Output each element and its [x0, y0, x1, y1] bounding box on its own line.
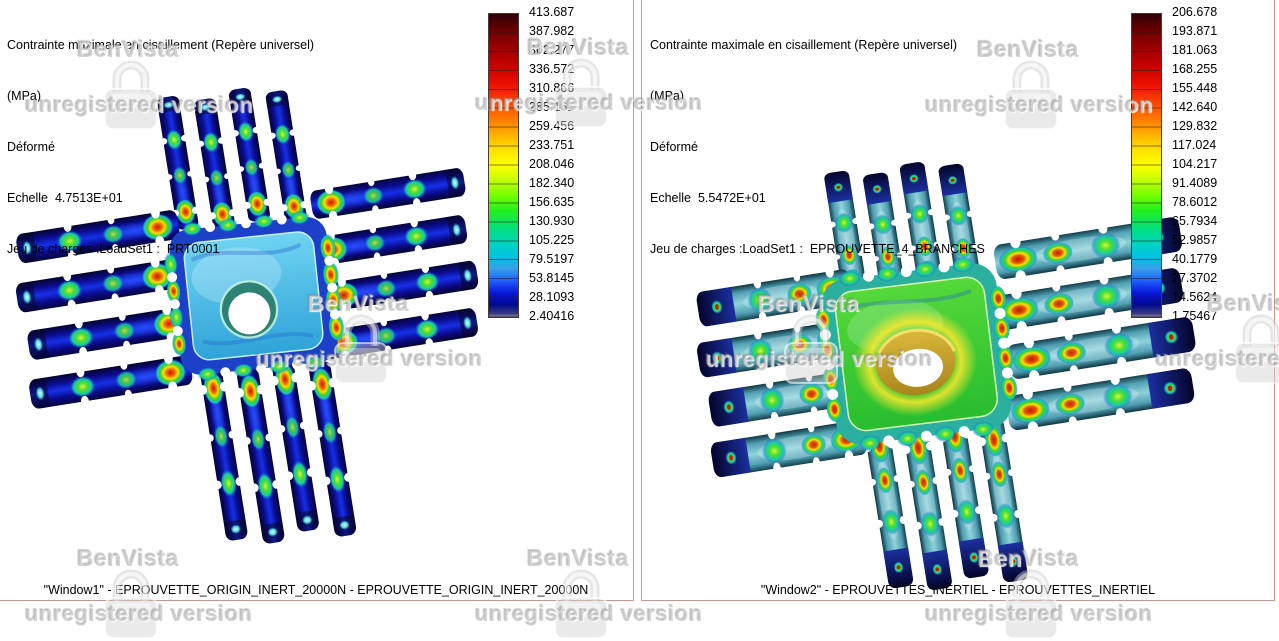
- result-header: Contrainte maximale en cisaillement (Rep…: [7, 3, 314, 292]
- legend-value: 208.046: [529, 157, 575, 171]
- fea-results-screen: { "watermark": { "brand": "BenVista", "u…: [0, 0, 1279, 603]
- legend-value: 65.7934: [1172, 214, 1218, 228]
- legend-value: 14.5624: [1172, 290, 1218, 304]
- fea-model-1: [13, 86, 481, 546]
- unregistered-watermark-text: unregistered version: [25, 601, 253, 626]
- legend-value: 413.687: [529, 5, 575, 19]
- legend-value: 182.340: [529, 176, 575, 190]
- legend-value: 387.982: [529, 24, 575, 38]
- header-loadset: Jeu de charges :LoadSet1 : EPROUVETTE_4_…: [650, 242, 985, 256]
- legend-value: 2.40416: [529, 309, 575, 323]
- result-window-1[interactable]: Contrainte maximale en cisaillement (Rep…: [0, 0, 634, 601]
- header-scale: Echelle 4.7513E+01: [7, 191, 123, 205]
- header-scale: Echelle 5.5472E+01: [650, 191, 766, 205]
- fea-model-viewport-1[interactable]: [0, 0, 633, 600]
- window-caption: "Window1" - EPROUVETTE_ORIGIN_INERT_2000…: [43, 583, 589, 597]
- unregistered-watermark-text: unregistered version: [925, 601, 1153, 626]
- legend-value: 336.572: [529, 62, 575, 76]
- legend-value: 1.75467: [1172, 309, 1218, 323]
- legend-value: 27.3702: [1172, 271, 1218, 285]
- legend-value: 105.225: [529, 233, 575, 247]
- header-deformed: Déformé: [7, 140, 55, 154]
- header-units: (MPa): [650, 89, 685, 103]
- header-deformed: Déformé: [650, 140, 698, 154]
- legend-value: 130.930: [529, 214, 575, 228]
- legend-value: 168.255: [1172, 62, 1218, 76]
- legend-color-bar: [488, 13, 519, 318]
- legend-value: 142.640: [1172, 100, 1218, 114]
- result-window-2[interactable]: Contrainte maximale en cisaillement (Rep…: [641, 0, 1275, 601]
- legend-value: 285.161: [529, 100, 575, 114]
- legend-value: 91.4089: [1172, 176, 1218, 190]
- legend-value: 129.832: [1172, 119, 1218, 133]
- legend-value: 104.217: [1172, 157, 1218, 171]
- legend-value: 181.063: [1172, 43, 1218, 57]
- legend-value: 206.678: [1172, 5, 1218, 19]
- legend-value: 362.277: [529, 43, 575, 57]
- legend-value: 78.6012: [1172, 195, 1218, 209]
- legend-value: 52.9857: [1172, 233, 1218, 247]
- legend-ticks: [1132, 14, 1161, 317]
- legend-value: 193.871: [1172, 24, 1218, 38]
- legend-ticks: [489, 14, 518, 317]
- legend-values: 206.678 193.871 181.063 168.255 155.448 142.6…: [1172, 6, 1242, 323]
- header-title: Contrainte maximale en cisaillement (Rep…: [650, 38, 958, 52]
- legend-color-bar: [1131, 13, 1162, 318]
- result-header: Contrainte maximale en cisaillement (Rep…: [650, 3, 985, 292]
- legend-value: 155.448: [1172, 81, 1218, 95]
- header-units: (MPa): [7, 89, 42, 103]
- legend-value: 233.751: [529, 138, 575, 152]
- window-caption: "Window2" - EPROUVETTES_INERTIEL - EPROU…: [760, 583, 1156, 597]
- legend-value: 79.5197: [529, 252, 575, 266]
- legend-values: 413.687 387.982 362.277 336.572 310.866 285.1…: [529, 6, 599, 323]
- legend-value: 310.866: [529, 81, 575, 95]
- legend-value: 28.1093: [529, 290, 575, 304]
- header-loadset: Jeu de charges :LoadSet1 : PRT0001: [7, 242, 220, 256]
- unregistered-watermark-text: unregistered version: [475, 601, 703, 626]
- legend-value: 259.456: [529, 119, 575, 133]
- legend-value: 117.024: [1172, 138, 1217, 152]
- legend-value: 156.635: [529, 195, 575, 209]
- legend-value: 53.8145: [529, 271, 575, 285]
- legend-value: 40.1779: [1172, 252, 1218, 266]
- header-title: Contrainte maximale en cisaillement (Rep…: [7, 38, 315, 52]
